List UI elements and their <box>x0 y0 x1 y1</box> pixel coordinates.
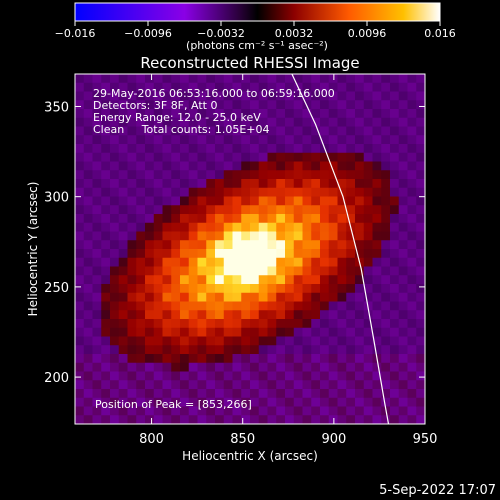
annotation-energy-range: Energy Range: 12.0 - 25.0 keV <box>93 111 261 124</box>
colorbar-tick-label: −0.016 <box>55 27 96 40</box>
x-tick-label: 900 <box>321 432 346 447</box>
chart-title: Reconstructed RHESSI Image <box>140 54 359 72</box>
y-tick-label: 200 <box>44 371 69 386</box>
colorbar-gradient <box>74 2 441 22</box>
peak-position-label: Position of Peak = [853,266] <box>95 398 252 411</box>
axis-ticks: 800 850 900 950 200 250 300 350 <box>44 74 437 447</box>
annotation-detectors: Detectors: 3F 8F, Att 0 <box>93 99 217 112</box>
solar-limb-curve <box>291 74 390 424</box>
y-tick-label: 250 <box>44 281 69 296</box>
x-tick-label: 950 <box>413 432 438 447</box>
y-tick-label: 350 <box>44 100 69 115</box>
y-axis-label: Heliocentric Y (arcsec) <box>26 182 40 317</box>
footer-timestamp: 5-Sep-2022 17:07 <box>379 483 496 498</box>
colorbar-unit-label: (photons cm⁻² s⁻¹ asec⁻²) <box>186 39 328 52</box>
colorbar-tick-label: 0.0096 <box>348 27 387 40</box>
annotation-clean-counts: Clean Total counts: 1.05E+04 <box>93 123 270 136</box>
colorbar-tick-label: −0.0032 <box>197 27 245 40</box>
x-tick-label: 850 <box>230 432 255 447</box>
y-tick-label: 300 <box>44 191 69 206</box>
annotation-block: 29-May-2016 06:53:16.000 to 06:59:16.000… <box>93 87 335 136</box>
plot-frame <box>74 73 426 425</box>
colorbar-tick-label: −0.0096 <box>124 27 172 40</box>
heatmap <box>75 74 425 424</box>
colorbar-tick-label: 0.0032 <box>275 27 314 40</box>
colorbar-ticks: −0.016 −0.0096 −0.0032 0.0032 0.0096 0.016 <box>55 21 456 40</box>
colorbar-tick-label: 0.016 <box>424 27 456 40</box>
x-axis-label: Heliocentric X (arcsec) <box>182 449 318 463</box>
x-tick-label: 800 <box>139 432 164 447</box>
annotation-time-range: 29-May-2016 06:53:16.000 to 06:59:16.000 <box>93 87 335 100</box>
colorbar: −0.016 −0.0096 −0.0032 0.0032 0.0096 0.016 (p… <box>55 2 456 52</box>
